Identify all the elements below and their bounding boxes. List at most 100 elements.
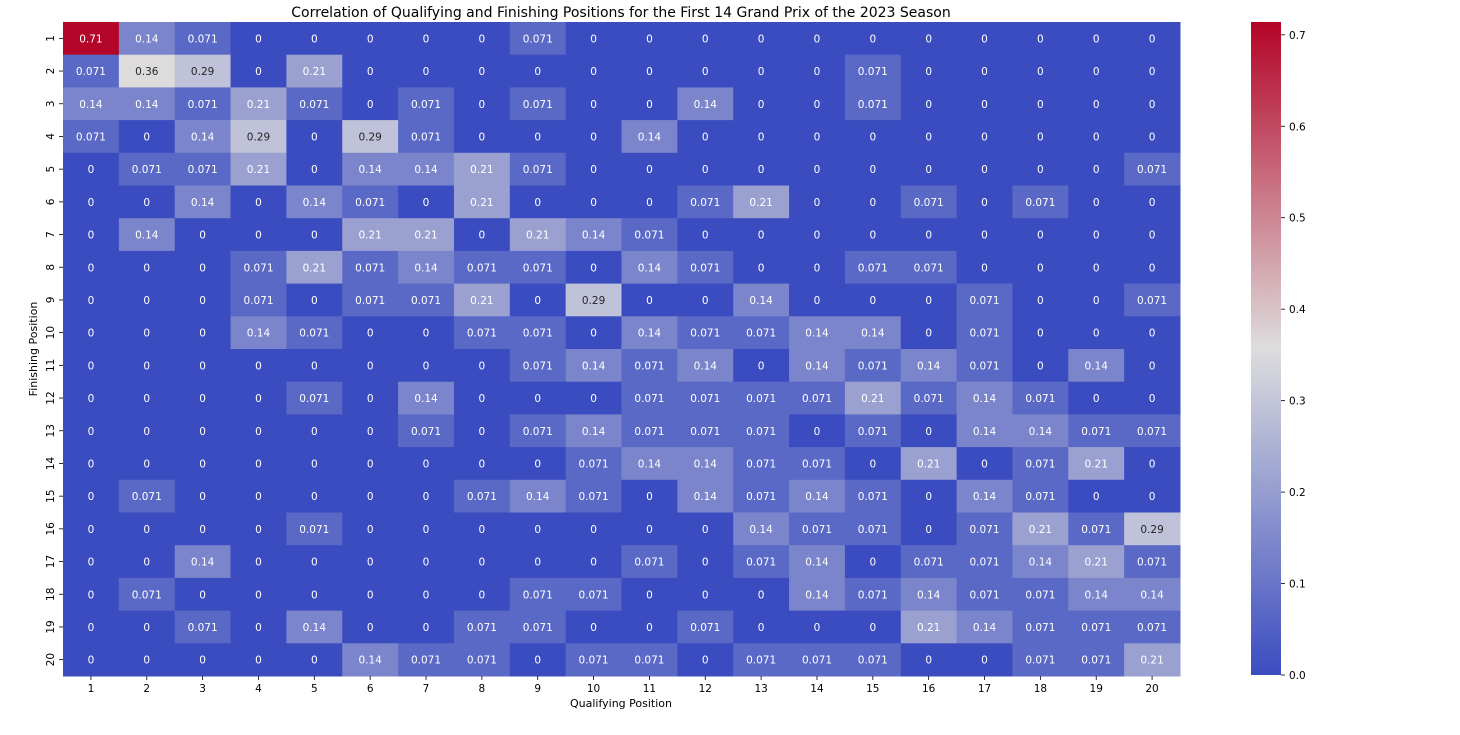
- heatmap-cell: [956, 610, 1013, 644]
- cell-value-label: 0.071: [355, 197, 385, 209]
- cell-value-label: 0: [534, 458, 541, 470]
- heatmap-cell: [565, 349, 622, 383]
- colorbar: [1251, 22, 1281, 675]
- heatmap-cell: [956, 87, 1013, 121]
- heatmap-cell: [844, 22, 902, 56]
- cell-value-label: 0.14: [1085, 589, 1109, 601]
- cell-value-label: 0: [423, 458, 430, 470]
- cell-value-label: 0: [199, 491, 206, 503]
- heatmap-cell: [230, 414, 287, 448]
- heatmap-cell: [453, 87, 511, 121]
- cell-value-label: 0: [981, 66, 988, 78]
- cell-value-label: 0.071: [914, 393, 944, 405]
- heatmap-cell: [174, 643, 232, 677]
- cell-value-label: 0.071: [132, 491, 162, 503]
- heatmap-cell: [621, 447, 678, 481]
- cell-value-label: 0: [1037, 66, 1044, 78]
- cell-value-label: 0: [1037, 360, 1044, 372]
- heatmap-cell: [789, 447, 846, 481]
- y-tick-label: 16: [45, 522, 57, 536]
- heatmap-cell: [118, 22, 176, 56]
- cell-value-label: 0: [646, 33, 653, 45]
- heatmap-cell: [174, 381, 232, 415]
- cell-value-label: 0: [88, 164, 95, 176]
- heatmap-cell: [789, 610, 846, 644]
- heatmap-cell: [63, 218, 120, 252]
- cell-value-label: 0: [143, 458, 150, 470]
- cell-value-label: 0.14: [917, 589, 941, 601]
- heatmap-cell: [118, 545, 176, 579]
- cell-value-label: 0: [311, 131, 318, 143]
- cell-value-label: 0: [479, 99, 486, 111]
- heatmap-cell: [677, 218, 734, 252]
- y-tick-label: 3: [45, 100, 57, 107]
- cell-value-label: 0.14: [1029, 426, 1053, 438]
- heatmap-cell: [733, 218, 790, 252]
- cell-value-label: 0: [311, 295, 318, 307]
- heatmap-cell: [1068, 545, 1125, 579]
- heatmap-cell: [677, 185, 734, 219]
- cell-value-label: 0: [534, 295, 541, 307]
- cell-value-label: 0: [143, 655, 150, 667]
- heatmap-cell: [1012, 22, 1069, 56]
- heatmap-cell: [677, 250, 734, 285]
- heatmap-cell: [453, 218, 511, 252]
- heatmap-cell: [565, 152, 622, 186]
- cell-value-label: 0: [1149, 393, 1156, 405]
- heatmap-cell: [509, 87, 567, 121]
- cell-value-label: 0: [1093, 262, 1100, 274]
- heatmap-cell: [1068, 152, 1125, 186]
- heatmap-cell: [118, 479, 176, 513]
- cell-value-label: 0.14: [973, 393, 997, 405]
- heatmap-cell: [286, 185, 343, 219]
- cell-value-label: 0: [311, 655, 318, 667]
- x-tick-label: 8: [479, 683, 486, 695]
- heatmap-cell: [733, 152, 790, 186]
- cell-value-label: 0.14: [638, 328, 662, 340]
- cell-value-label: 0: [1037, 230, 1044, 242]
- cell-value-label: 0: [423, 557, 430, 569]
- heatmap-cell: [733, 512, 790, 546]
- heatmap-cell: [956, 414, 1013, 448]
- heatmap-cell: [453, 381, 511, 415]
- cell-value-label: 0: [534, 557, 541, 569]
- cell-value-label: 0: [534, 393, 541, 405]
- heatmap-cell: [342, 610, 399, 644]
- heatmap-cell: [621, 54, 678, 88]
- cell-value-label: 0: [590, 33, 597, 45]
- cell-value-label: 0: [702, 131, 709, 143]
- heatmap-cell: [63, 610, 120, 644]
- cell-value-label: 0: [88, 524, 95, 536]
- heatmap-cell: [453, 610, 511, 644]
- cell-value-label: 0: [702, 557, 709, 569]
- heatmap-cell: [565, 512, 622, 546]
- cell-value-label: 0.071: [1025, 491, 1055, 503]
- cell-value-label: 0.071: [523, 164, 553, 176]
- heatmap-cell: [844, 414, 902, 448]
- cell-value-label: 0: [590, 393, 597, 405]
- heatmap-cell: [230, 447, 287, 481]
- heatmap-cell: [398, 512, 455, 546]
- heatmap-cell: [789, 381, 846, 415]
- heatmap-cell: [844, 349, 902, 383]
- heatmap-cell: [63, 545, 120, 579]
- heatmap-cell: [286, 610, 343, 644]
- heatmap-cell: [844, 316, 902, 350]
- heatmap-cell: [342, 545, 399, 579]
- cell-value-label: 0: [590, 164, 597, 176]
- cell-value-label: 0: [1093, 33, 1100, 45]
- heatmap-cell: [1012, 512, 1069, 546]
- cell-value-label: 0.071: [746, 458, 776, 470]
- cell-value-label: 0: [646, 295, 653, 307]
- cell-value-label: 0: [479, 393, 486, 405]
- heatmap-cell: [621, 479, 678, 513]
- cell-value-label: 0: [255, 393, 262, 405]
- cell-value-label: 0: [869, 33, 876, 45]
- cell-value-label: 0.14: [805, 491, 829, 503]
- cell-value-label: 0: [199, 655, 206, 667]
- heatmap-cell: [956, 120, 1013, 154]
- cell-value-label: 0.21: [303, 262, 326, 274]
- cell-value-label: 0: [255, 33, 262, 45]
- heatmap-cell: [621, 512, 678, 546]
